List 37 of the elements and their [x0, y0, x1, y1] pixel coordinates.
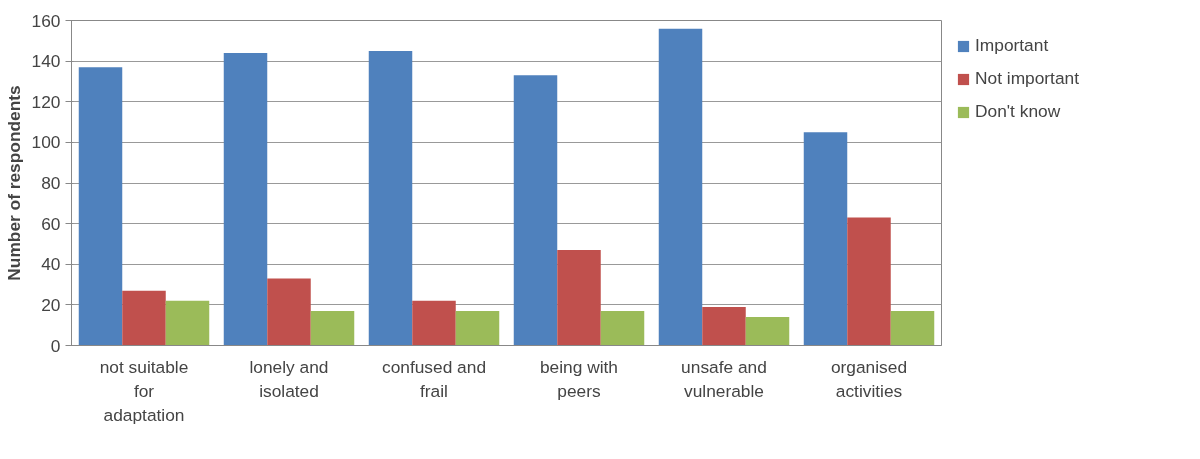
- legend-label: Don't know: [975, 101, 1061, 122]
- y-tick-label: 0: [50, 335, 61, 356]
- bar: [310, 310, 355, 346]
- bar: [78, 67, 123, 346]
- bar: [557, 250, 601, 346]
- y-tick-label: 140: [31, 51, 61, 72]
- y-tick-label: 80: [41, 173, 61, 193]
- bar: [122, 290, 166, 346]
- x-tick-label: lonely and isolated: [249, 356, 329, 401]
- y-tick-label: 120: [31, 91, 61, 112]
- x-tick-label: being with peers: [539, 356, 619, 401]
- x-tick-label: organised activities: [830, 356, 908, 401]
- y-tick-label: 60: [41, 213, 61, 234]
- bar: [223, 53, 268, 346]
- bar: [745, 317, 790, 346]
- x-tick-label: unsafe and vulnerable: [681, 356, 767, 401]
- legend-label: Not important: [975, 68, 1080, 89]
- bar: [600, 310, 645, 346]
- y-tick-label: 20: [41, 294, 61, 315]
- bar: [165, 300, 210, 346]
- y-tick-label: 40: [41, 254, 61, 275]
- x-tick-label: confused and frail: [381, 356, 487, 401]
- bar: [847, 217, 891, 346]
- bar: [455, 310, 500, 346]
- y-tick-label: 100: [31, 132, 61, 153]
- bar: [267, 278, 311, 346]
- y-axis-title: Number of respondents: [3, 85, 24, 281]
- legend-label: Important: [975, 35, 1049, 56]
- x-tick-label: not suitable for adaptation: [99, 356, 189, 425]
- bar: [702, 306, 746, 346]
- bar: [513, 75, 558, 346]
- bar: [412, 300, 456, 346]
- bar: [890, 310, 935, 346]
- bar: [368, 50, 413, 346]
- bar: [658, 28, 703, 346]
- bar: [803, 132, 848, 346]
- y-tick-label: 160: [31, 10, 61, 31]
